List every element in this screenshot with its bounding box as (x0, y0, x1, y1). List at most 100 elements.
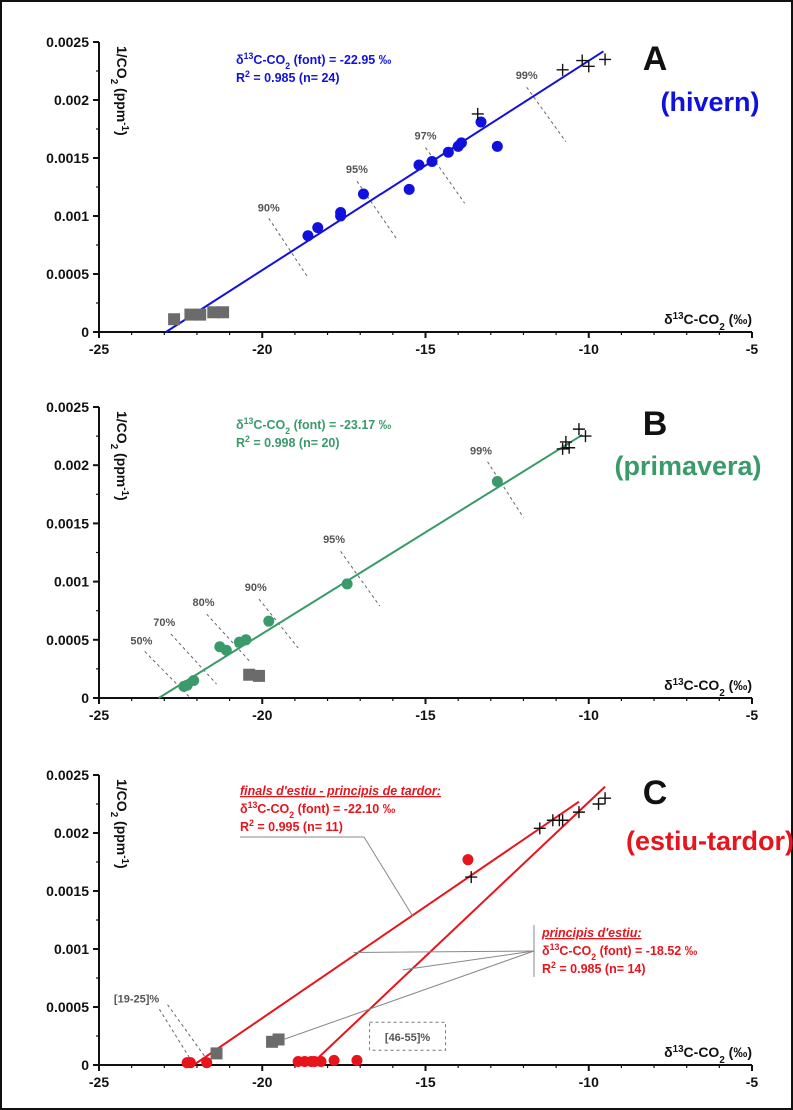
panel-letter: B (643, 405, 668, 443)
y-tick-label: 0.001 (54, 208, 89, 224)
fit-line (158, 434, 583, 699)
data-point (462, 854, 474, 866)
grey-square-point (168, 313, 181, 326)
panel-letter: C (643, 774, 668, 812)
y-tick-label: 0 (81, 324, 89, 340)
fit-line (193, 800, 580, 1066)
y-tick-label: 0.0015 (46, 883, 89, 899)
cross-point (592, 798, 605, 810)
equation-source: δ13C-CO2 (font) = -23.17 ‰ (236, 416, 392, 436)
y-tick-label: 0.0025 (46, 767, 89, 783)
x-tick-label: -5 (746, 707, 759, 723)
range-label: [19-25]% (114, 993, 159, 1005)
early-summer-leader (283, 950, 535, 1040)
panel-letter: A (643, 40, 668, 78)
y-axis-label: 1/CO2 (ppm-1) (109, 779, 131, 869)
grey-square-point (184, 308, 197, 321)
data-point (240, 634, 252, 646)
fit-line (309, 785, 606, 1066)
cross-point (572, 806, 585, 819)
percent-label: 80% (192, 597, 214, 609)
data-point (491, 475, 503, 487)
cross-point (471, 107, 484, 120)
cross-point (533, 822, 546, 835)
data-point (184, 1057, 196, 1069)
equation-r2: R2 = 0.998 (n= 20) (236, 434, 340, 450)
range-guide-line (167, 1004, 208, 1060)
equation-source: δ13C-CO2 (font) = -22.95 ‰ (236, 51, 392, 71)
percent-label: 95% (346, 164, 368, 176)
range-box (369, 1021, 447, 1051)
late-summer-source: δ13C-CO2 (font) = -22.10 ‰ (240, 800, 396, 820)
cross-point (556, 814, 569, 827)
cross-point (579, 430, 592, 443)
percent-label: 99% (516, 70, 538, 82)
data-point (455, 137, 467, 149)
data-point (426, 155, 438, 167)
x-tick-label: -10 (579, 341, 599, 357)
percent-guide-line (526, 86, 567, 143)
grey-square-point (207, 306, 220, 319)
cross-point (599, 53, 612, 66)
x-tick-label: -5 (746, 1074, 759, 1090)
early-summer-title: principis d'estiu: (541, 926, 642, 940)
data-point (220, 644, 232, 656)
y-axis-label: 1/CO2 (ppm-1) (109, 46, 131, 136)
data-point (341, 578, 353, 590)
data-point (351, 1054, 363, 1066)
x-tick-label: -25 (89, 707, 109, 723)
cross-point (576, 54, 589, 67)
cross-point (599, 792, 612, 805)
data-point (491, 140, 503, 152)
data-point (315, 1056, 327, 1068)
data-point (403, 183, 415, 195)
y-tick-label: 0 (81, 1057, 89, 1073)
y-tick-label: 0.002 (54, 457, 89, 473)
cross-point (465, 871, 478, 884)
cross-point (563, 441, 576, 454)
percent-guide-line (425, 147, 466, 204)
y-tick-label: 0.0005 (46, 999, 89, 1015)
percent-label: 90% (245, 582, 267, 594)
panel-C: -25 -20 -15 -10 -5 0 0.0005 0.001 0.0015 0.002 0.0… (46, 767, 793, 1090)
grey-square-point (252, 669, 265, 682)
x-axis-label: δ13C-CO2 (‰) (664, 311, 752, 333)
grey-square-point (272, 1033, 285, 1046)
early-summer-leader (353, 950, 535, 953)
y-tick-label: 0.001 (54, 574, 89, 590)
percent-guide-line (206, 613, 250, 662)
x-tick-label: -10 (579, 1074, 599, 1090)
y-tick-label: 0.002 (54, 92, 89, 108)
cross-point (582, 60, 595, 73)
season-label: (primavera) (614, 451, 761, 481)
y-tick-label: 0.001 (54, 941, 89, 957)
y-axis-label: 1/CO2 (ppm-1) (109, 411, 131, 501)
grey-square-point (210, 1047, 223, 1060)
x-tick-label: -15 (415, 1074, 435, 1090)
y-tick-label: 0.0025 (46, 399, 89, 415)
data-point (328, 1054, 340, 1066)
x-tick-label: -15 (415, 341, 435, 357)
percent-guide-line (487, 461, 524, 518)
data-point (357, 188, 369, 200)
x-axis-label: δ13C-CO2 (‰) (664, 677, 752, 699)
late-summer-title: finals d'estiu - principis de tardor: (240, 784, 441, 798)
season-label: (hivern) (660, 87, 759, 117)
x-axis-label: δ13C-CO2 (‰) (664, 1044, 752, 1066)
early-summer-source: δ13C-CO2 (font) = -18.52 ‰ (542, 942, 698, 962)
percent-label: 90% (258, 202, 280, 214)
range-label: [46-55]% (385, 1032, 430, 1044)
panel-A: -25 -20 -15 -10 -5 0 0.0005 0.001 0.0015 0.002 0.0… (46, 34, 759, 357)
cross-point (556, 442, 569, 455)
cross-point (559, 435, 572, 448)
data-point (312, 222, 324, 234)
y-tick-label: 0.0005 (46, 266, 89, 282)
y-tick-label: 0.0015 (46, 515, 89, 531)
late-summer-r2: R2 = 0.995 (n= 11) (240, 818, 343, 834)
data-point (263, 615, 275, 627)
early-summer-leader (402, 950, 535, 971)
data-point (413, 159, 425, 171)
cross-point (572, 423, 585, 436)
x-tick-label: -25 (89, 1074, 109, 1090)
